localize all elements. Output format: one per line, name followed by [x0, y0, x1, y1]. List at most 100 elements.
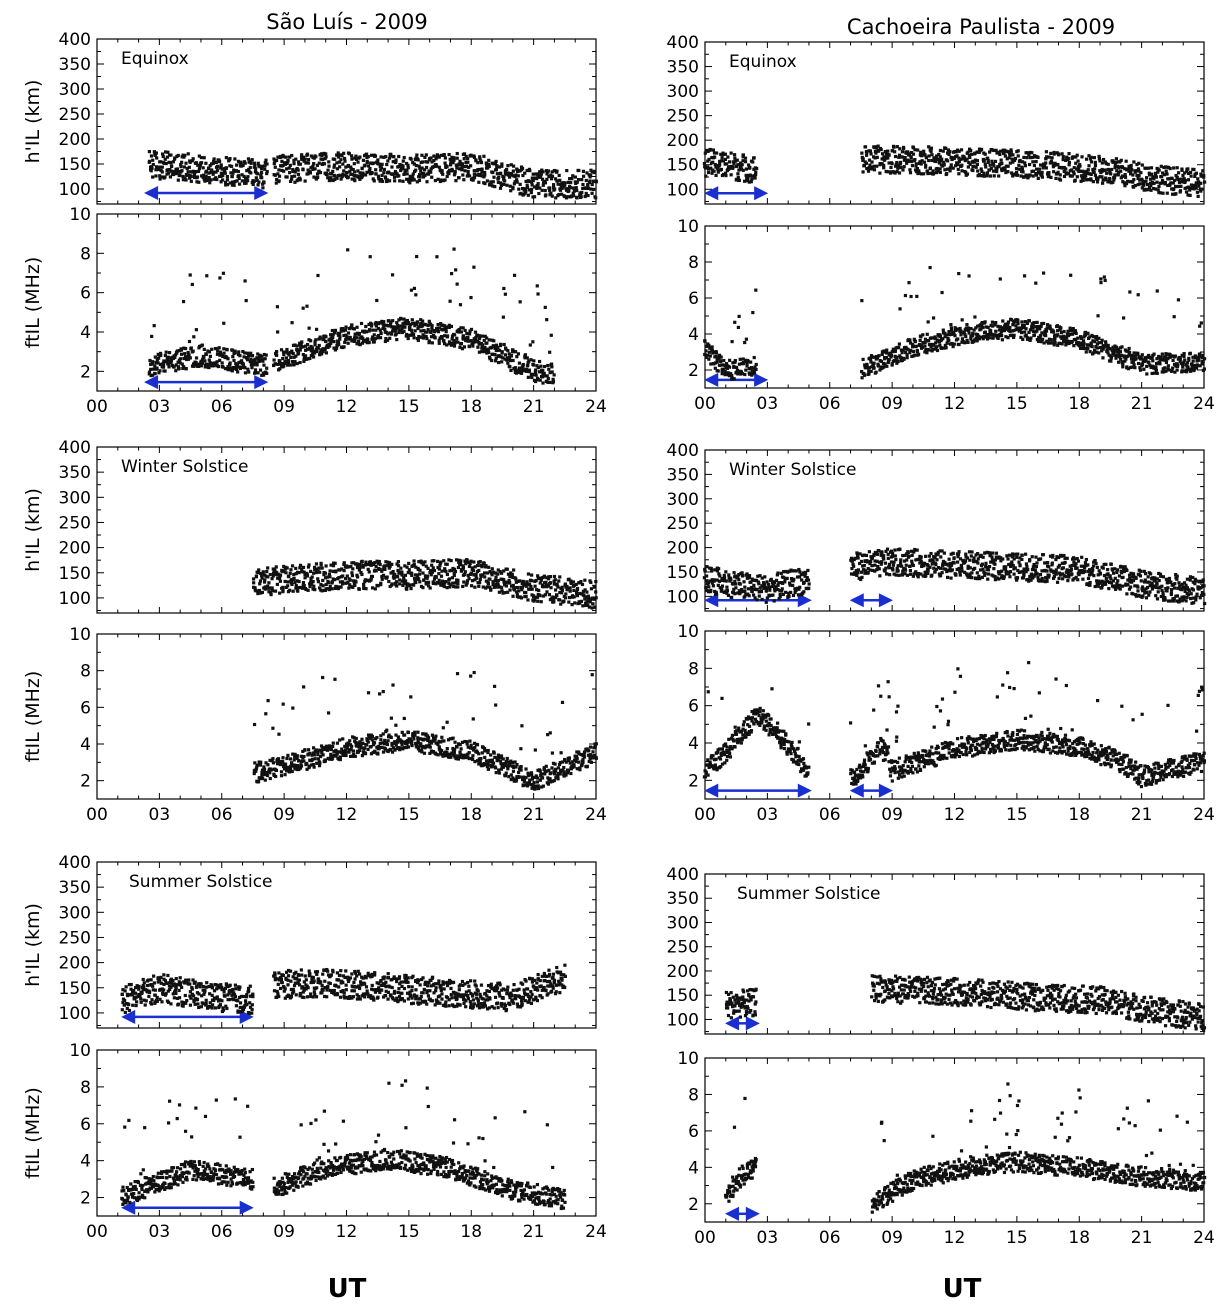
data-point: [461, 334, 465, 338]
data-point: [467, 332, 472, 336]
data-point: [153, 153, 157, 157]
data-point: [342, 345, 346, 349]
data-point: [353, 339, 357, 343]
data-point: [1057, 341, 1061, 346]
data-point: [908, 338, 912, 342]
data-point: [332, 165, 336, 169]
data-point: [236, 169, 240, 174]
data-point: [256, 172, 260, 176]
data-point: [229, 366, 233, 370]
y-tick-label: 150: [59, 564, 91, 584]
data-point: [325, 172, 329, 177]
data-point: [339, 329, 343, 333]
data-point: [581, 186, 585, 191]
data-point: [433, 335, 437, 339]
data-point: [955, 327, 959, 331]
data-point: [419, 329, 423, 333]
data-point: [151, 360, 155, 364]
data-point: [921, 172, 926, 176]
data-point: [478, 560, 482, 564]
data-point: [720, 156, 724, 160]
data-point: [462, 152, 467, 156]
data-point: [1173, 354, 1177, 358]
data-point: [519, 191, 523, 195]
data-point: [178, 173, 182, 177]
data-point: [156, 361, 160, 365]
data-point: [529, 358, 533, 362]
data-point: [194, 328, 198, 332]
data-point: [459, 559, 463, 563]
data-point: [464, 160, 468, 164]
data-point: [389, 332, 394, 336]
data-point: [982, 159, 986, 163]
data-point: [594, 196, 598, 200]
data-point: [560, 192, 564, 196]
data-point: [964, 334, 968, 339]
data-point: [201, 173, 206, 177]
data-point: [163, 157, 167, 161]
data-point: [732, 365, 736, 369]
data-point: [455, 336, 459, 340]
data-point: [386, 159, 390, 163]
data-point: [1006, 164, 1010, 168]
data-point: [1022, 323, 1026, 327]
data-point: [274, 158, 279, 163]
data-point: [272, 157, 276, 161]
data-point: [1098, 345, 1102, 350]
data-point: [329, 338, 334, 343]
data-point: [428, 586, 432, 590]
data-point: [913, 353, 917, 357]
data-point: [1003, 168, 1007, 172]
data-point: [530, 375, 534, 380]
data-point: [151, 162, 155, 167]
y-tick-label: 350: [59, 55, 91, 75]
data-point: [195, 175, 200, 179]
data-point: [395, 172, 399, 176]
data-point: [276, 330, 280, 334]
data-point: [1201, 353, 1205, 358]
data-point: [284, 155, 288, 159]
data-point: [399, 566, 403, 570]
data-point: [344, 333, 348, 337]
data-point: [260, 176, 264, 180]
data-point: [1061, 155, 1065, 159]
data-point: [161, 363, 166, 367]
data-point: [317, 169, 321, 174]
data-point: [298, 177, 302, 181]
data-point: [490, 352, 494, 356]
data-point: [931, 169, 935, 173]
data-point: [355, 325, 359, 329]
data-point: [707, 157, 711, 161]
data-point: [876, 363, 880, 367]
data-point: [500, 162, 504, 166]
data-point: [543, 194, 548, 198]
data-point: [392, 172, 396, 176]
data-point: [549, 177, 554, 181]
data-point: [260, 358, 265, 362]
data-point: [931, 316, 936, 320]
data-point: [469, 164, 473, 168]
data-point: [197, 364, 201, 368]
data-point: [500, 360, 504, 364]
data-point: [708, 354, 712, 358]
data-point: [461, 566, 466, 570]
data-point: [209, 178, 213, 182]
data-point: [974, 165, 978, 169]
data-point: [306, 357, 310, 361]
data-point: [366, 155, 370, 159]
data-point: [861, 157, 865, 161]
data-point: [1177, 180, 1182, 185]
data-point: [345, 176, 350, 180]
data-point: [363, 329, 367, 333]
data-point: [467, 577, 471, 581]
data-point: [233, 179, 237, 184]
y-tick-label: 100: [59, 589, 91, 609]
data-point: [212, 170, 216, 174]
data-point: [275, 177, 279, 182]
data-point: [387, 579, 391, 584]
data-point: [872, 366, 876, 370]
data-point: [228, 361, 232, 365]
h-il-axis-label: h'IL (km): [22, 488, 44, 572]
data-point: [331, 333, 335, 337]
data-point: [189, 179, 193, 183]
